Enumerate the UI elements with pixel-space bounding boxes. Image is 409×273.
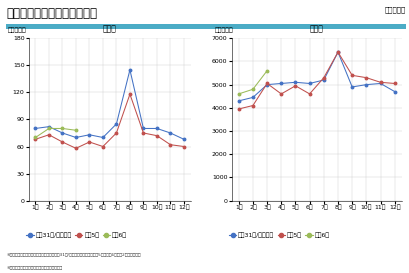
Text: ※数値は「宿泊旅行統計調査」による（平成31年/令和元年は確定値、令和5年、令和6年は第2次速報値）。: ※数値は「宿泊旅行統計調査」による（平成31年/令和元年は確定値、令和5年、令和… xyxy=(6,253,140,257)
Text: （万人泊）: （万人泊） xyxy=(8,28,26,33)
Legend: 平成31年/令和元年, 令和5年, 令和6年: 平成31年/令和元年, 令和5年, 令和6年 xyxy=(24,230,129,240)
Legend: 平成31年/令和元年, 令和5年, 令和6年: 平成31年/令和元年, 令和5年, 令和6年 xyxy=(226,230,331,240)
Text: ※端数処理により合計値が異なる場合がある。: ※端数処理により合計値が異なる場合がある。 xyxy=(6,265,62,269)
Text: 延べ宿泊者数の推移（年別）: 延べ宿泊者数の推移（年別） xyxy=(6,7,97,20)
Text: 国土交通省: 国土交通省 xyxy=(384,7,405,13)
Text: 全　国: 全 国 xyxy=(309,24,323,33)
Text: 新潟県: 新潟県 xyxy=(103,24,116,33)
Text: （万人泊）: （万人泊） xyxy=(214,28,233,33)
